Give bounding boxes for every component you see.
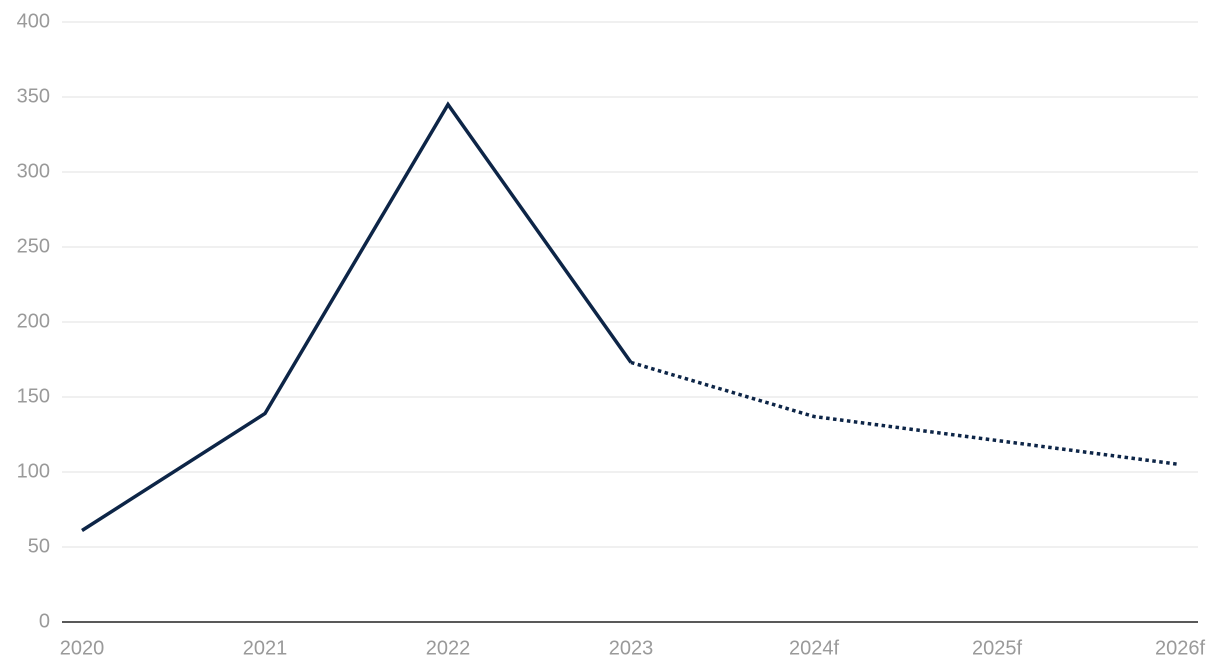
y-tick-label: 200 xyxy=(17,310,50,332)
y-tick-label: 250 xyxy=(17,235,50,257)
line-series xyxy=(81,101,633,532)
y-tick-label: 150 xyxy=(17,385,50,407)
x-tick-label: 2021 xyxy=(243,637,288,659)
x-tick-label: 2025f xyxy=(972,637,1022,659)
y-tick-label: 350 xyxy=(17,85,50,107)
y-tick-label: 300 xyxy=(17,160,50,182)
y-tick-label: 400 xyxy=(17,10,50,32)
x-tick-label: 2023 xyxy=(609,637,654,659)
x-tick-label: 2026f xyxy=(1155,637,1205,659)
y-tick-label: 100 xyxy=(17,460,50,482)
x-tick-label: 2020 xyxy=(60,637,105,659)
x-tick-label: 2022 xyxy=(426,637,471,659)
y-tick-label: 50 xyxy=(28,535,50,557)
y-tick-label: 0 xyxy=(39,610,50,632)
line-series xyxy=(630,360,1181,467)
x-tick-label: 2024f xyxy=(789,637,839,659)
